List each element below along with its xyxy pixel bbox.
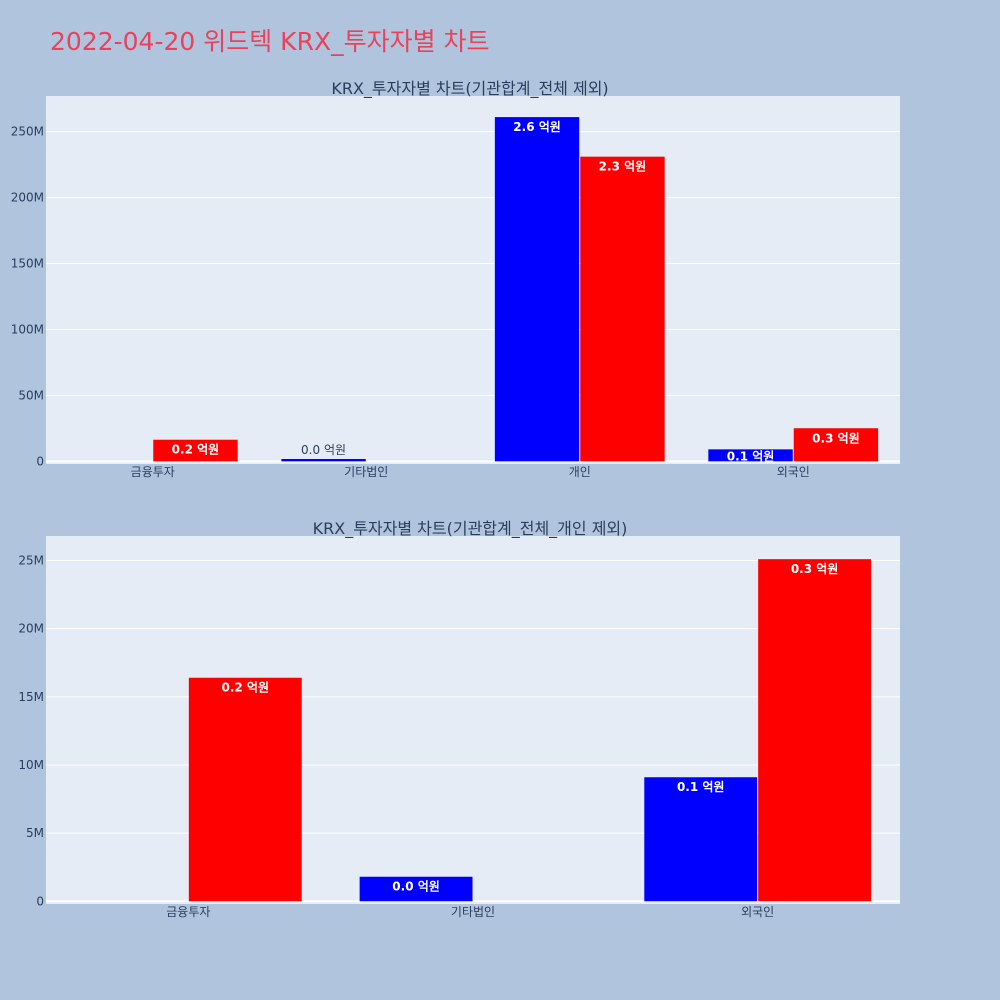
y-tick-label-1-3: 150M	[11, 257, 44, 271]
plot-background-2	[46, 536, 900, 904]
y-tick-label-2-4: 20M	[18, 622, 44, 636]
data-label-2-2-1: 0.3 억원	[791, 562, 839, 576]
x-tick-label-2-1: 기타법인	[451, 905, 495, 919]
y-tick-label-1-0: 0	[36, 454, 44, 468]
x-tick-label-1-3: 외국인	[777, 465, 810, 479]
data-label-2-2-0: 0.1 억원	[677, 780, 725, 794]
data-label-2-0-1: 0.2 억원	[222, 681, 270, 695]
data-label-1-2-1: 2.3 억원	[599, 160, 647, 174]
y-tick-label-1-5: 250M	[11, 125, 44, 139]
page-title: 2022-04-20 위드텍 KRX_투자자별 차트	[50, 27, 490, 56]
data-label-1-2-0: 2.6 억원	[513, 120, 561, 134]
x-tick-label-1-2: 개인	[569, 465, 591, 479]
bar-1-2-0[interactable]	[494, 117, 580, 462]
bar-2-1-0[interactable]	[359, 876, 473, 902]
x-tick-label-1-0: 금융투자	[131, 465, 175, 479]
plot-background-1	[46, 96, 900, 464]
data-label-2-1-0: 0.0 억원	[392, 880, 440, 894]
data-label-1-3-0: 0.1 억원	[727, 449, 775, 463]
x-tick-label-1-1: 기타법인	[344, 465, 388, 479]
y-tick-label-2-3: 15M	[18, 690, 44, 704]
data-label-1-0-1: 0.2 억원	[172, 443, 220, 457]
bar-1-3-0[interactable]	[708, 449, 793, 462]
y-tick-label-2-5: 25M	[18, 554, 44, 568]
y-tick-label-1-2: 100M	[11, 322, 44, 336]
bar-1-2-1[interactable]	[580, 156, 665, 462]
bar-2-0-1[interactable]	[188, 677, 302, 902]
bar-2-2-0[interactable]	[644, 777, 758, 902]
y-tick-label-1-4: 200M	[11, 191, 44, 205]
bar-1-0-1[interactable]	[153, 439, 238, 462]
bar-1-3-1[interactable]	[793, 428, 879, 462]
bar-1-1-0[interactable]	[281, 458, 366, 462]
data-label-1-3-1: 0.3 억원	[812, 431, 860, 445]
chart-title-2: KRX_투자자별 차트(기관합계_전체_개인 제외)	[313, 519, 628, 539]
x-tick-label-2-2: 외국인	[741, 905, 774, 919]
x-tick-label-2-0: 금융투자	[166, 905, 210, 919]
chart-title-1: KRX_투자자별 차트(기관합계_전체 제외)	[331, 79, 608, 99]
data-label-1-1-0: 0.0 억원	[301, 443, 346, 457]
y-tick-label-2-1: 5M	[26, 826, 44, 840]
bar-2-2-1[interactable]	[758, 559, 872, 902]
y-tick-label-2-0: 0	[36, 894, 44, 908]
y-tick-label-2-2: 10M	[18, 758, 44, 772]
y-tick-label-1-1: 50M	[18, 388, 44, 402]
